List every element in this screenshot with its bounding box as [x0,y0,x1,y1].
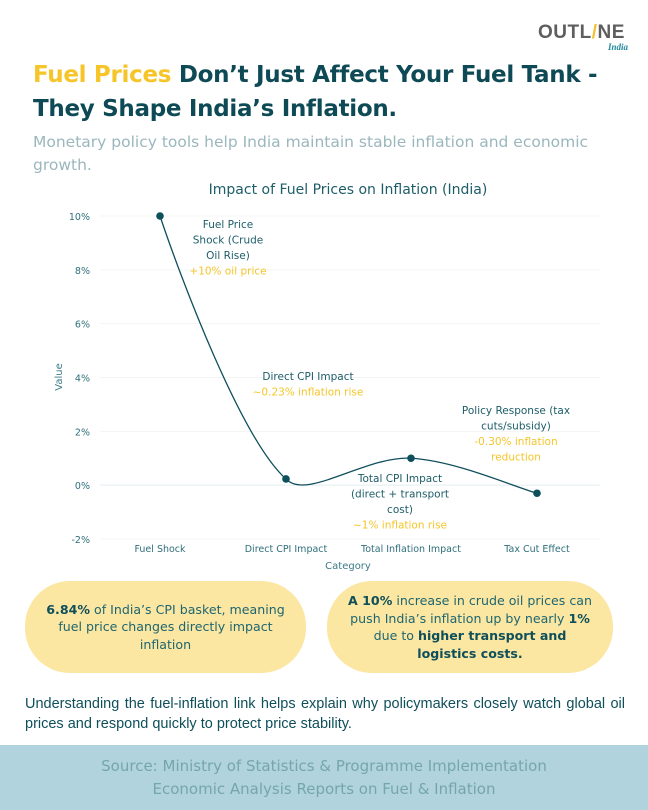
series-line [159,215,538,494]
annotation-note: +10% oil price [189,266,266,278]
annotation-title: cost) [387,504,413,516]
annotation-note: ~1% inflation rise [353,520,447,532]
data-point [282,475,290,483]
annotation-note: reduction [491,452,541,464]
source-line-2: Economic Analysis Reports on Fuel & Infl… [152,779,496,798]
source-banner: Source: Ministry of Statistics & Program… [0,745,648,810]
annotation-title: Direct CPI Impact [262,371,353,383]
headline-accent: Fuel Prices [33,62,172,88]
logo-wordmark: OUTL/NE [538,22,625,43]
logo-subtext: India [607,42,628,52]
info-card-oil-impact: A 10% increase in crude oil prices can p… [327,581,613,673]
y-tick-label: 8% [75,266,90,277]
chart-title: Impact of Fuel Prices on Inflation (Indi… [209,182,488,198]
headline: Fuel Prices Don’t Just Affect Your Fuel … [33,58,633,126]
subtitle: Monetary policy tools help India maintai… [33,133,589,174]
annotation-title: Policy Response (tax [462,405,570,417]
x-tick-label: Direct CPI Impact [245,544,328,555]
y-tick-label: 4% [75,374,90,385]
x-tick-label: Tax Cut Effect [503,544,570,555]
y-tick-label: 6% [75,320,90,331]
x-tick-label: Fuel Shock [134,544,186,555]
y-tick-label: 10% [69,212,90,223]
source-line-1: Source: Ministry of Statistics & Program… [101,756,547,775]
data-points [156,212,541,498]
data-point [407,454,415,463]
info-card-cpi-basket: 6.84% of India’s CPI basket, meaning fue… [25,581,306,673]
y-tick-label: 2% [75,427,90,438]
y-axis-label: Value [54,363,65,390]
y-tick-label: -2% [72,535,91,546]
logo-slash: / [591,22,598,43]
annotation-title: Oil Rise) [206,250,250,262]
headline-rest: Don’t Just Affect Your Fuel Tank - They … [33,62,598,122]
y-tick-label: 0% [75,481,90,492]
chart-gridlines [100,215,600,540]
data-point [156,212,164,220]
annotation-title: Fuel Price [203,219,253,231]
line-chart: Impact of Fuel Prices on Inflation (Indi… [54,182,600,572]
card-highlight: 6.84% [46,601,90,617]
footer-paragraph: Understanding the fuel-inflation link he… [25,696,625,732]
annotation-title: cuts/subsidy) [481,421,551,433]
annotation-note: -0.30% inflation [474,436,557,448]
annotation-title: Shock (Crude [193,235,263,247]
x-axis-label: Category [325,561,371,572]
annotation-note: ~0.23% inflation rise [253,387,364,399]
annotations: Fuel Price Shock (Crude Oil Rise) +10% oil … [189,219,570,532]
y-axis-ticks: 10% 8% 6% 4% 2% 0% -2% [69,212,90,546]
outline-india-logo: OUTL/NE India [538,22,638,56]
annotation-title: (direct + transport [351,489,449,501]
data-point [533,489,541,498]
annotation-title: Total CPI Impact [357,473,442,485]
x-tick-label: Total Inflation Impact [360,544,461,555]
x-axis-ticks: Fuel Shock Direct CPI Impact Total Inflati… [134,544,570,555]
